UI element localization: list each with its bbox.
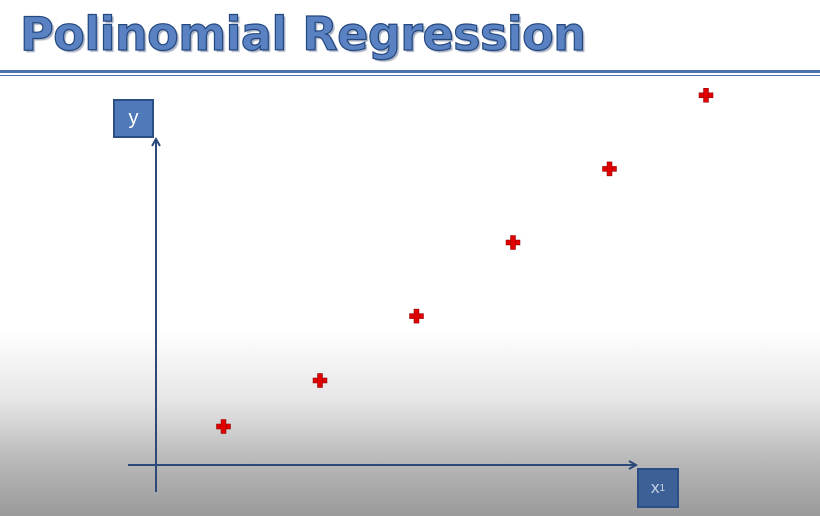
data-point	[216, 419, 231, 434]
title-divider	[0, 70, 820, 73]
title-divider-thin	[0, 75, 820, 76]
data-point	[505, 235, 521, 250]
slide-title: Polinomial Regression	[19, 6, 586, 61]
data-point	[409, 308, 424, 324]
data-point	[312, 373, 328, 388]
x-axis-label-text: x	[650, 478, 660, 497]
y-axis-label-text: y	[128, 107, 139, 129]
x-axis-label-subscript: 1	[659, 482, 666, 494]
data-point	[602, 161, 617, 177]
data-points	[216, 88, 714, 434]
data-point	[698, 88, 714, 103]
y-axis-label: y	[113, 99, 154, 138]
